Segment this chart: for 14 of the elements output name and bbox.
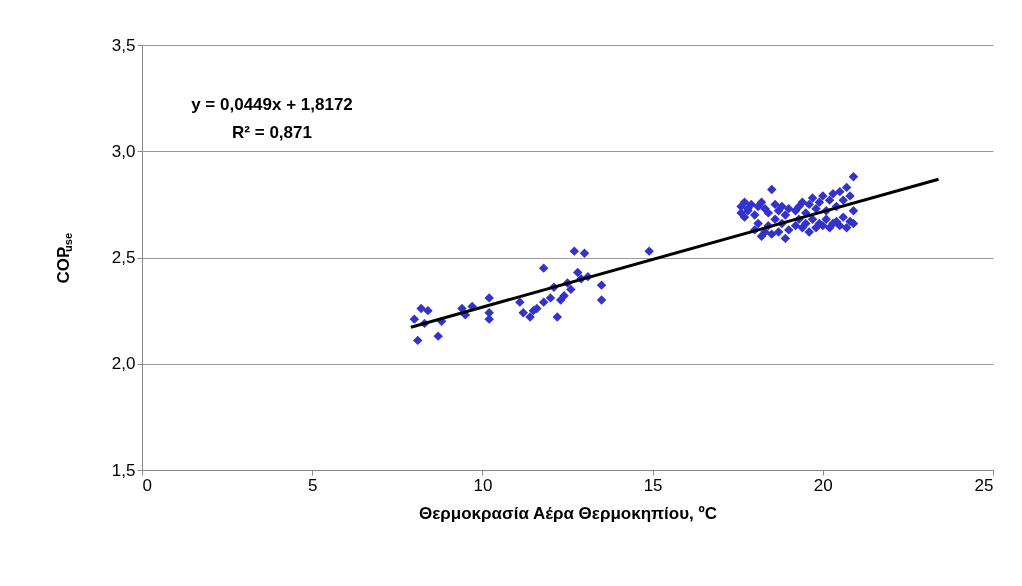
annotation: y = 0,0449x + 1,8172 [191, 95, 353, 114]
y-tick-label: 3,0 [111, 141, 136, 161]
x-tick-label: 5 [307, 475, 318, 495]
y-tick-label: 2,5 [111, 248, 136, 267]
annotation: R² = 0,871 [232, 123, 312, 142]
x-tick-label: 20 [813, 475, 833, 495]
x-tick-label: 25 [974, 475, 994, 495]
x-tick-label: 0 [142, 475, 152, 495]
x-axis-title: Θερμοκρασία Αέρα Θερμοκηπίου, ºC [419, 503, 717, 523]
y-tick-label: 3,5 [111, 35, 136, 55]
x-tick-label: 15 [643, 475, 663, 495]
y-tick-label: 2,0 [111, 354, 136, 374]
y-tick-label: 1,5 [111, 460, 136, 480]
x-tick-label: 10 [473, 475, 493, 495]
